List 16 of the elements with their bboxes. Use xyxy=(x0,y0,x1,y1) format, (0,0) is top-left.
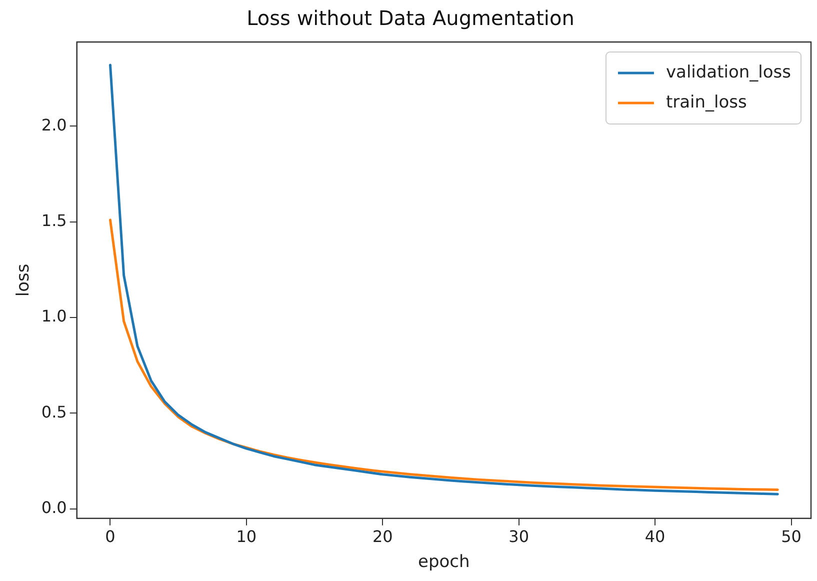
x-tick-label: 10 xyxy=(236,527,257,546)
x-axis-title: epoch xyxy=(418,552,470,572)
x-tick-label: 0 xyxy=(105,527,116,546)
y-tick-label: 1.0 xyxy=(41,306,67,326)
x-tick-label: 20 xyxy=(372,527,393,546)
y-tick-label: 0.0 xyxy=(41,498,67,517)
x-tick-label: 40 xyxy=(644,527,666,546)
x-tick-label: 30 xyxy=(508,527,530,546)
y-tick-label: 2.0 xyxy=(41,115,67,134)
y-axis-title: loss xyxy=(14,264,34,297)
y-tick-label: 1.5 xyxy=(41,211,67,230)
chart-title: Loss without Data Augmentation xyxy=(246,6,574,30)
legend-label: validation_loss xyxy=(666,62,792,82)
y-tick-label: 0.5 xyxy=(41,402,67,422)
legend-label: train_loss xyxy=(666,92,748,112)
x-tick-label: 50 xyxy=(781,527,802,546)
